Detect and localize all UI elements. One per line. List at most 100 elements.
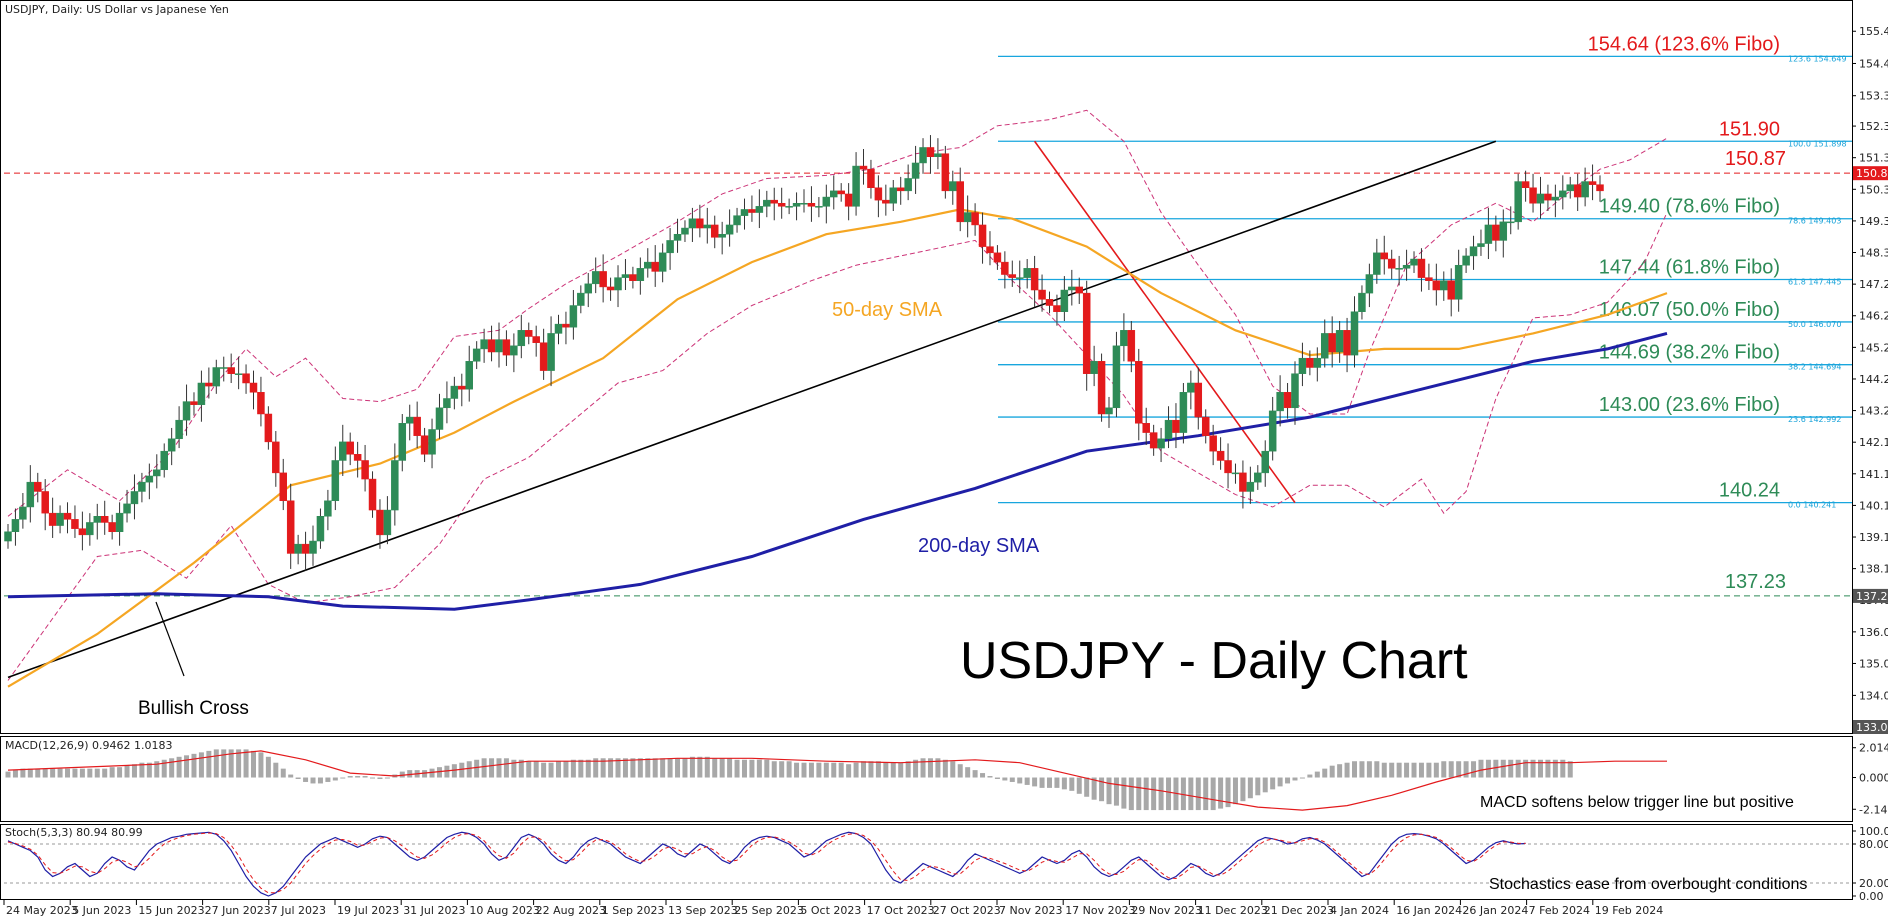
bullish-cross-annotation: Bullish Cross — [138, 698, 249, 719]
macd-bar — [489, 758, 495, 778]
trendlines — [7, 140, 1497, 679]
macd-tick-label: 2.0142 — [1859, 742, 1888, 755]
candle — [703, 207, 712, 244]
candle — [1402, 249, 1411, 281]
date-tick-label: 17 Oct 2023 — [867, 904, 935, 917]
candle — [413, 401, 421, 449]
price-tick-label: 151.370 — [1859, 152, 1888, 165]
price-tick-label: 148.310 — [1859, 247, 1888, 260]
candle — [1387, 249, 1396, 280]
macd-bar — [556, 761, 562, 778]
candle — [197, 370, 206, 422]
candle — [1015, 260, 1024, 294]
candle — [963, 195, 972, 238]
candle — [1417, 248, 1426, 292]
candle — [1395, 255, 1403, 286]
macd-bar — [712, 758, 718, 778]
candle — [1380, 235, 1389, 275]
macd-bar — [176, 756, 182, 778]
date-tick-label: 10 Aug 2023 — [469, 904, 539, 917]
macd-bar — [1292, 777, 1298, 781]
macd-bar — [1396, 762, 1402, 778]
macd-bar — [347, 776, 353, 778]
macd-bar — [972, 770, 978, 778]
macd-bar — [1515, 759, 1521, 778]
candle — [1090, 345, 1098, 387]
candle — [1328, 316, 1336, 368]
macd-bar — [1545, 759, 1551, 778]
candle — [1194, 367, 1203, 430]
candle — [614, 265, 622, 308]
candle — [1030, 255, 1039, 308]
candle — [100, 500, 109, 535]
macd-bar — [42, 768, 48, 778]
macd-bar — [1195, 777, 1201, 811]
macd-bar — [846, 764, 852, 778]
candle — [1001, 251, 1009, 289]
macd-bar — [1277, 777, 1283, 787]
macd-annotation: MACD softens below trigger line but posi… — [1480, 794, 1794, 811]
candle — [569, 290, 578, 340]
macd-bar — [801, 762, 807, 778]
macd-bar — [1158, 777, 1164, 811]
candle — [1343, 317, 1351, 373]
macd-bar — [853, 762, 859, 778]
macd-bar — [161, 759, 167, 778]
sma50-annotation: 50-day SMA — [832, 299, 943, 321]
price-tick-label: 143.210 — [1859, 405, 1888, 418]
macd-bar — [1002, 777, 1008, 781]
macd-bar — [548, 762, 554, 778]
candle — [874, 175, 883, 218]
fib-ratio-label: 23.6 142.992 — [1788, 415, 1841, 424]
candle — [1536, 176, 1545, 219]
candle — [629, 266, 637, 289]
stoch-panel-label: Stoch(5,3,3) 80.94 80.99 — [5, 826, 143, 839]
candle — [800, 189, 808, 213]
candle — [242, 364, 250, 394]
macd-bar — [1329, 765, 1335, 778]
macd-bar — [1478, 759, 1484, 778]
macd-bar — [102, 768, 108, 778]
candle — [547, 316, 555, 387]
macd-bar — [980, 773, 986, 778]
macd-bar — [355, 776, 361, 778]
macd-bar — [756, 759, 762, 778]
macd-bar — [213, 749, 219, 778]
macd-bar — [221, 749, 227, 778]
candle — [361, 444, 369, 492]
candle — [949, 170, 957, 205]
macd-bar — [332, 777, 338, 781]
fib-label: 149.40 (78.6% Fibo) — [1599, 196, 1780, 218]
macd-bar — [994, 777, 1000, 779]
candle — [1454, 249, 1463, 312]
candle — [1514, 173, 1522, 230]
candle — [11, 508, 20, 546]
candle — [562, 311, 570, 345]
macd-bar — [236, 749, 242, 778]
macd-bar — [838, 762, 844, 778]
candle — [919, 138, 927, 174]
macd-bar — [1061, 777, 1067, 790]
candle — [1477, 229, 1485, 256]
candle — [227, 353, 235, 383]
candle — [324, 489, 332, 531]
bullish-cross-pointer — [155, 601, 185, 677]
macd-bar — [779, 761, 785, 778]
macd-bar — [444, 765, 450, 778]
macd-bar — [950, 761, 956, 778]
candle — [279, 458, 288, 511]
macd-bar — [474, 759, 480, 778]
macd-bar — [719, 758, 725, 778]
macd-bar — [615, 758, 621, 778]
date-tick-label: 21 Dec 2023 — [1264, 904, 1334, 917]
date-tick-label: 13 Sep 2023 — [668, 904, 738, 917]
price-tick-label: 135.050 — [1859, 657, 1888, 670]
macd-bar — [1337, 764, 1343, 778]
candle — [1060, 276, 1069, 322]
date-tick-label: 24 May 2023 — [6, 904, 78, 917]
candle — [577, 285, 585, 314]
macd-bar — [1113, 777, 1119, 806]
stoch-tick-label: 100.00 — [1859, 825, 1888, 838]
macd-bar — [786, 761, 792, 778]
